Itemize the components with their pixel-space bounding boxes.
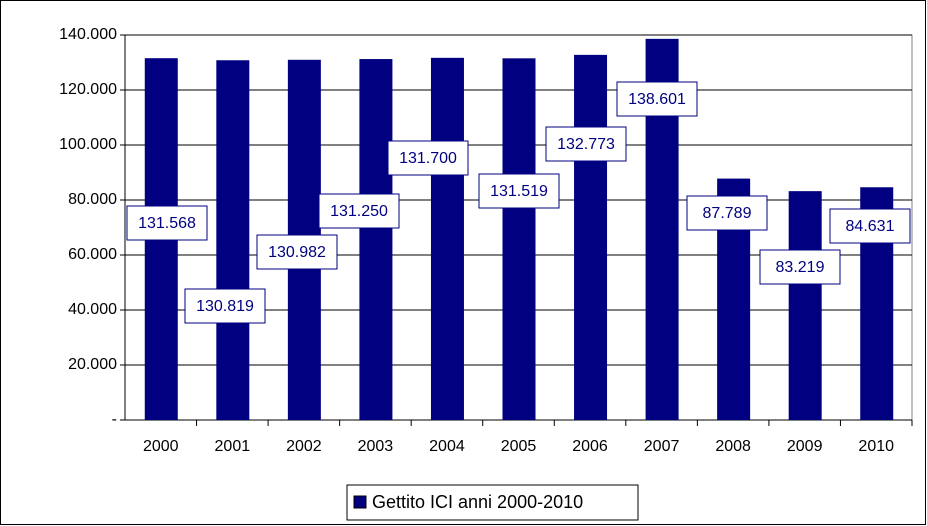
data-label: 131.250 [330,203,388,220]
data-label: 87.789 [703,205,752,222]
x-tick-label: 2007 [644,438,680,455]
legend-box [346,484,639,521]
x-tick-label: 2003 [358,438,394,455]
data-label-box [184,288,266,324]
y-tick-label: 100.000 [59,136,117,153]
bar [788,191,822,420]
data-label-box [318,193,400,229]
legend-label: Gettito ICI anni 2000-2010 [372,492,583,512]
x-tick-label: 2000 [143,438,179,455]
data-label: 132.773 [557,136,615,153]
x-tick-label: 2009 [787,438,823,455]
x-tick-label: 2004 [429,438,465,455]
data-label-box [545,126,627,162]
data-label-box [256,234,338,270]
y-tick-label: 140.000 [59,26,117,43]
data-label-box [616,81,698,117]
x-tick-label: 2001 [215,438,251,455]
data-label: 84.631 [846,218,895,235]
y-tick-label: 80.000 [68,191,117,208]
bar [216,60,250,421]
x-tick-label: 2008 [715,438,751,455]
bar [359,59,393,420]
data-label-box [387,140,469,176]
x-tick-label: 2002 [286,438,322,455]
data-label: 138.601 [628,91,686,108]
data-label: 131.700 [399,150,457,167]
y-tick-label: 40.000 [68,301,117,318]
x-tick-label: 2010 [858,438,894,455]
data-label-box [686,195,768,231]
data-label: 131.519 [490,183,548,200]
bar [502,58,536,420]
y-tick-label: 120.000 [59,81,117,98]
data-label: 130.819 [196,298,254,315]
data-label: 83.219 [776,259,825,276]
x-tick-label: 2006 [572,438,608,455]
data-label-box [759,249,841,285]
data-label: 130.982 [268,244,326,261]
bar [574,54,608,421]
data-label-box [478,173,560,209]
bar [430,57,464,420]
legend-swatch [353,495,367,509]
x-tick-label: 2005 [501,438,537,455]
y-tick-label: 20.000 [68,356,117,373]
y-tick-label: 60.000 [68,246,117,263]
data-label: 131.568 [138,215,196,232]
y-tick-label: - [112,411,117,428]
data-label-box [829,208,911,244]
data-label-box [126,205,208,241]
